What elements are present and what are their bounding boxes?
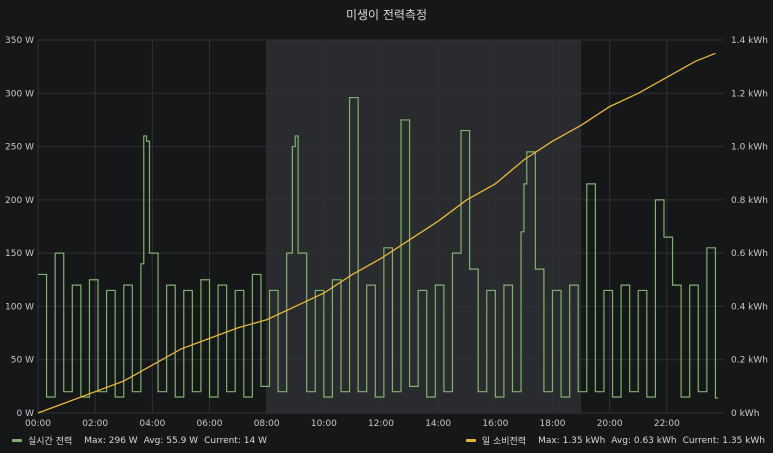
y-right-tick-label: 1.2 kWh: [731, 89, 768, 99]
x-tick-label: 12:00: [368, 419, 394, 429]
x-tick-label: 00:00: [25, 419, 51, 429]
x-tick-label: 08:00: [254, 419, 280, 429]
x-tick-label: 20:00: [597, 419, 623, 429]
legend-power-avg: Avg: 55.9 W: [143, 435, 199, 446]
legend-power-name: 실시간 전력: [28, 437, 73, 447]
y-left-tick-label: 0 W: [17, 409, 35, 419]
time-highlight-band: [266, 40, 582, 413]
y-right-tick-label: 0.4 kWh: [731, 302, 768, 312]
y-left-tick-label: 150 W: [5, 249, 34, 259]
legend-left[interactable]: 실시간 전력 Max: 296 W Avg: 55.9 W Current: 1…: [12, 434, 267, 447]
y-left-tick-label: 50 W: [11, 356, 34, 366]
y-left-tick-label: 100 W: [5, 302, 34, 312]
x-tick-label: 04:00: [139, 419, 165, 429]
legend-energy-avg: Avg: 0.63 kWh: [611, 435, 677, 446]
legend-power-current: Current: 14 W: [204, 435, 267, 446]
energy-series-line: [37, 52, 716, 414]
y-left-tick-label: 250 W: [5, 143, 34, 153]
y-right-tick-label: 1.0 kWh: [731, 143, 768, 153]
legend-energy-name: 일 소비전력: [481, 437, 527, 447]
energy-series-swatch: [465, 439, 476, 442]
power-series-line: [38, 96, 719, 399]
y-right-tick-label: 0.2 kWh: [731, 356, 768, 366]
x-tick-label: 18:00: [540, 419, 566, 429]
y-right-tick-label: 0 kWh: [731, 409, 759, 419]
y-right-tick-label: 1.4 kWh: [731, 36, 768, 46]
x-tick-label: 22:00: [654, 419, 680, 429]
y-right-tick-label: 0.8 kWh: [731, 196, 768, 206]
y-left-tick-label: 200 W: [5, 196, 34, 206]
y-left-tick-label: 300 W: [5, 89, 34, 99]
x-tick-label: 02:00: [82, 419, 108, 429]
x-tick-label: 06:00: [197, 419, 223, 429]
legend-right[interactable]: 일 소비전력 Max: 1.35 kWh Avg: 0.63 kWh Curre…: [465, 434, 765, 447]
legend-energy-max: Max: 1.35 kWh: [538, 435, 606, 446]
legend-energy-current: Current: 1.35 kWh: [682, 435, 765, 446]
chart-title: 미생이 전력측정: [345, 8, 428, 22]
x-tick-label: 10:00: [311, 419, 337, 429]
y-left-tick-label: 350 W: [5, 36, 34, 46]
power-series-swatch: [12, 439, 22, 442]
y-right-tick-label: 0.6 kWh: [731, 249, 768, 259]
legend-power-max: Max: 296 W: [84, 435, 138, 446]
x-tick-label: 14:00: [425, 419, 451, 429]
x-tick-label: 16:00: [482, 419, 508, 429]
